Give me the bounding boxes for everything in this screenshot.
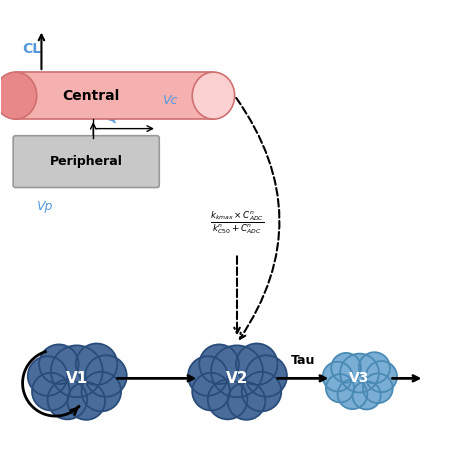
Text: Central: Central	[62, 89, 119, 103]
Text: CL: CL	[23, 42, 42, 55]
Text: Tau: Tau	[291, 354, 315, 366]
Ellipse shape	[0, 72, 36, 119]
Circle shape	[28, 356, 67, 396]
Text: V1: V1	[66, 371, 88, 386]
Circle shape	[326, 374, 354, 402]
Circle shape	[363, 374, 393, 403]
Circle shape	[337, 379, 367, 409]
Text: Q: Q	[105, 110, 117, 124]
Circle shape	[211, 346, 263, 397]
Circle shape	[188, 356, 228, 396]
Text: $\frac{k_{kmax} \times C_{ADC}^n}{k_{C50}^n + C_{ADC}^n}$: $\frac{k_{kmax} \times C_{ADC}^n}{k_{C50…	[210, 210, 264, 236]
Circle shape	[228, 382, 265, 420]
Bar	[16, 72, 213, 119]
Circle shape	[366, 361, 397, 392]
Circle shape	[236, 344, 277, 385]
Circle shape	[246, 356, 287, 397]
Circle shape	[359, 352, 390, 383]
Circle shape	[85, 356, 127, 397]
Circle shape	[192, 373, 230, 410]
Circle shape	[51, 346, 103, 397]
FancyBboxPatch shape	[13, 136, 159, 188]
Circle shape	[353, 381, 381, 410]
Circle shape	[208, 380, 247, 419]
Circle shape	[323, 362, 353, 392]
Circle shape	[242, 372, 281, 411]
Text: Vc: Vc	[162, 94, 178, 107]
Text: V2: V2	[226, 371, 248, 386]
Circle shape	[82, 372, 121, 411]
Ellipse shape	[192, 72, 235, 119]
Circle shape	[337, 356, 383, 401]
Circle shape	[331, 353, 361, 383]
Circle shape	[199, 345, 239, 384]
Circle shape	[39, 345, 79, 384]
Circle shape	[76, 344, 117, 385]
Circle shape	[206, 348, 268, 409]
Circle shape	[46, 348, 108, 409]
Text: V3: V3	[349, 371, 370, 385]
Circle shape	[67, 382, 105, 420]
Circle shape	[47, 380, 87, 419]
Circle shape	[340, 354, 379, 392]
Text: Peripheral: Peripheral	[50, 155, 123, 168]
Text: Vp: Vp	[36, 200, 52, 213]
Circle shape	[32, 373, 70, 410]
